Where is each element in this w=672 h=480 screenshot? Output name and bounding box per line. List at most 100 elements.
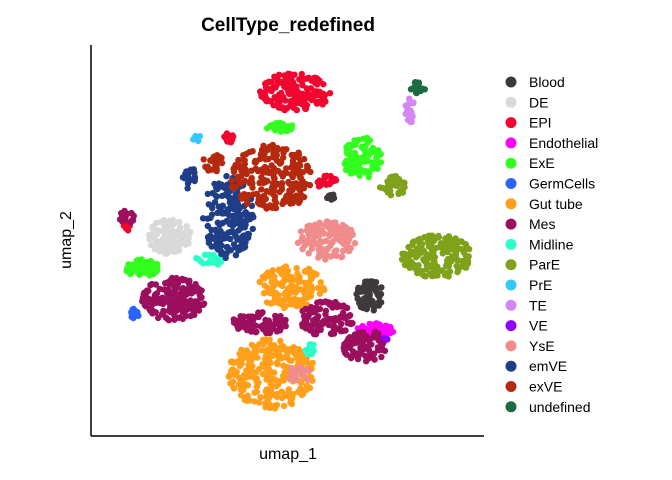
point-epi: [275, 91, 283, 98]
point-emve: [243, 210, 250, 217]
point-gut-tube: [236, 350, 243, 358]
point-gut-tube: [279, 372, 287, 380]
point-exve: [278, 186, 286, 193]
point-mes: [276, 314, 284, 321]
point-exve: [297, 191, 305, 198]
point-emve: [211, 199, 219, 206]
point-gut-tube: [253, 388, 260, 396]
point-midline: [207, 254, 215, 261]
point-yse: [327, 253, 335, 260]
point-pare: [416, 235, 423, 243]
point-exve: [296, 197, 304, 204]
point-exve: [241, 160, 248, 168]
point-gut-tube: [287, 276, 294, 284]
point-emve: [228, 203, 235, 210]
point-mes: [174, 299, 181, 306]
point-pare: [437, 267, 444, 274]
point-exve: [304, 165, 311, 172]
legend-key-ve: [505, 320, 517, 332]
point-exve: [306, 181, 314, 189]
point-gut-tube: [283, 268, 290, 275]
point-pare: [401, 261, 409, 268]
point-pare: [412, 266, 420, 273]
point-gut-tube: [270, 369, 278, 376]
point-te: [402, 110, 409, 118]
point-de: [170, 238, 177, 245]
point-blood: [324, 193, 332, 201]
point-exve: [261, 163, 269, 171]
point-gut-tube: [266, 336, 273, 343]
point-te: [410, 99, 417, 106]
point-exve: [279, 146, 287, 153]
legend-key-pre: [505, 279, 517, 291]
point-gut-tube: [238, 360, 245, 367]
point-blood: [359, 286, 366, 293]
point-emve: [238, 236, 246, 243]
point-pare: [434, 272, 441, 279]
point-gut-tube: [241, 396, 248, 403]
point-epi: [303, 85, 310, 92]
point-mes: [130, 212, 137, 220]
point-gut-tube: [259, 347, 266, 354]
point-mes: [282, 322, 289, 329]
point-de: [183, 223, 190, 230]
point-exe: [341, 160, 348, 167]
point-de: [168, 218, 176, 225]
point-gut-tube: [305, 265, 313, 272]
points-layer: [116, 70, 473, 412]
point-epi: [221, 133, 228, 140]
point-pare: [427, 270, 434, 278]
point-mes: [323, 299, 330, 306]
point-exve: [228, 183, 236, 191]
point-mes: [162, 314, 170, 321]
point-exve: [258, 146, 266, 153]
point-mes: [319, 318, 327, 325]
point-midline: [214, 261, 222, 268]
point-exve: [228, 177, 235, 184]
point-epi: [295, 90, 302, 97]
point-mes: [378, 353, 385, 361]
point-exve: [256, 179, 263, 187]
point-blood: [366, 280, 373, 288]
point-germcells: [128, 309, 135, 316]
point-te: [404, 104, 411, 111]
point-blood: [361, 280, 369, 287]
point-mes: [307, 308, 314, 316]
point-gut-tube: [269, 352, 276, 359]
point-mes: [169, 276, 176, 283]
point-mes: [305, 323, 313, 330]
point-mes: [363, 358, 370, 365]
point-mes: [276, 327, 284, 334]
point-exe: [348, 163, 355, 171]
point-gut-tube: [271, 298, 278, 305]
point-emve: [223, 243, 230, 251]
point-exe: [130, 264, 138, 271]
point-emve: [212, 242, 219, 249]
point-de: [152, 240, 160, 247]
point-mes: [316, 298, 324, 306]
point-pare: [409, 260, 417, 268]
point-yse: [321, 253, 329, 260]
point-gut-tube: [227, 380, 234, 387]
point-gut-tube: [321, 286, 328, 294]
point-gut-tube: [283, 273, 290, 280]
point-epi: [276, 99, 283, 106]
legend-key-te: [505, 299, 517, 311]
point-exve: [279, 200, 286, 207]
point-pare: [422, 273, 429, 280]
legend-key-de: [505, 96, 517, 108]
point-mes: [263, 322, 270, 330]
point-gut-tube: [270, 375, 277, 383]
point-mes: [122, 216, 129, 223]
legend-key-mes: [505, 218, 517, 230]
point-mes: [315, 313, 322, 320]
point-de: [163, 237, 170, 244]
point-exve: [289, 174, 296, 181]
point-gut-tube: [279, 354, 286, 361]
legend-label-epi: EPI: [529, 115, 552, 131]
point-emve: [212, 192, 219, 199]
point-gut-tube: [254, 354, 261, 361]
point-emve: [235, 227, 242, 234]
point-undefined: [413, 87, 421, 94]
point-exve: [291, 151, 298, 159]
